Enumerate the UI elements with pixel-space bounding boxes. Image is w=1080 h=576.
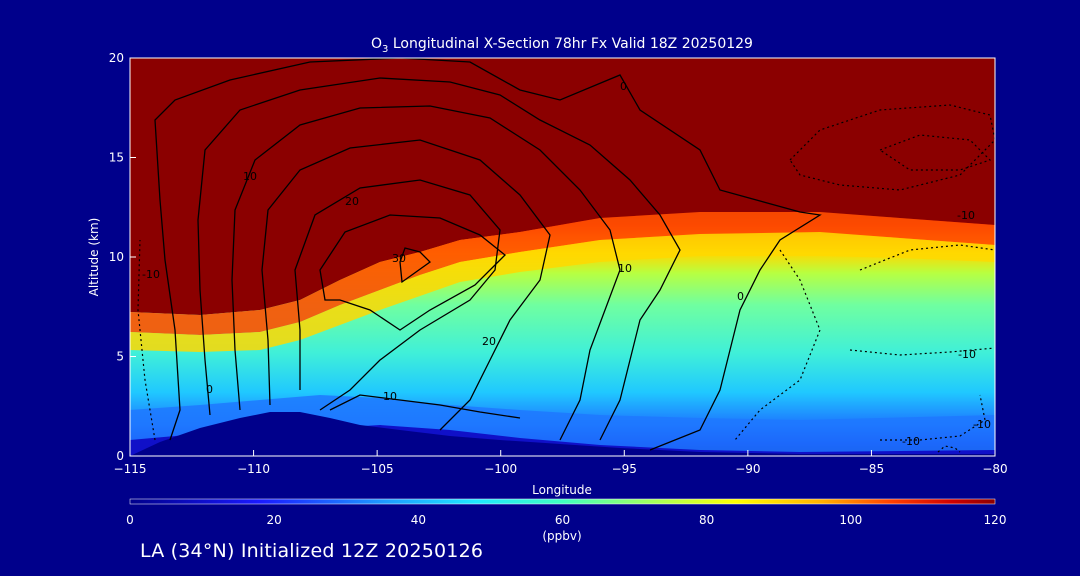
contour-label: 10 <box>618 262 632 275</box>
colorbar-tick-label: 120 <box>984 513 1007 527</box>
contour-labels: 0 10 20 30 10 20 10 0 0 -10 -10 -10 -10 … <box>142 80 991 448</box>
x-tick-label: −85 <box>859 462 884 476</box>
stratospheric-region <box>130 58 995 315</box>
y-tick-label: 20 <box>109 51 124 65</box>
x-tick-label: −110 <box>237 462 270 476</box>
x-tick-label: −100 <box>484 462 517 476</box>
colorbar <box>129 498 996 505</box>
y-tick-label: 0 <box>116 449 124 463</box>
contour-label: -10 <box>957 209 975 222</box>
colorbar-tick-label: 20 <box>267 513 282 527</box>
x-tick-label: −80 <box>982 462 1007 476</box>
contours-positive <box>154 58 822 451</box>
contour-label: -10 <box>973 418 991 431</box>
contours-negative <box>137 104 995 453</box>
contour-label: 20 <box>482 335 496 348</box>
x-axis-label: Longitude <box>532 483 592 497</box>
x-tick-label: −95 <box>612 462 637 476</box>
contour-label: 0 <box>206 383 213 396</box>
x-tick-label: −105 <box>361 462 394 476</box>
y-axis-label: Altitude (km) <box>87 218 101 297</box>
colorbar-tick-label: 0 <box>126 513 134 527</box>
colorbar-tick-label: 60 <box>555 513 570 527</box>
init-footer: LA (34°N) Initialized 12Z 20250126 <box>140 540 484 562</box>
colorbar-units: (ppbv) <box>542 529 581 543</box>
terrain <box>130 412 995 456</box>
plot-area: 0 10 20 30 10 20 10 0 0 -10 -10 -10 -10 … <box>130 58 995 456</box>
contour-label: -10 <box>902 435 920 448</box>
y-axis: 0 5 10 15 20 <box>109 51 136 463</box>
contour-label: -10 <box>142 268 160 281</box>
colorbar-tick-label: 100 <box>839 513 862 527</box>
contour-label: 20 <box>345 195 359 208</box>
x-axis: −115 −110 −105 −100 −95 −90 −85 −80 <box>114 450 1008 476</box>
contour-label: 10 <box>243 170 257 183</box>
colorbar-ticks: 0 20 40 60 80 100 120 <box>126 513 1006 527</box>
yellow-band <box>130 232 995 352</box>
colorbar-tick-label: 40 <box>411 513 426 527</box>
y-tick-label: 15 <box>109 151 124 165</box>
contour-label: 10 <box>383 390 397 403</box>
y-tick-label: 10 <box>109 250 124 264</box>
contour-label: 30 <box>392 252 406 265</box>
x-tick-label: −90 <box>735 462 760 476</box>
contour-label: -10 <box>958 348 976 361</box>
colorbar-tick-label: 80 <box>699 513 714 527</box>
contour-label: 0 <box>737 290 744 303</box>
y-tick-label: 5 <box>116 350 124 364</box>
x-tick-label: −115 <box>114 462 147 476</box>
chart-title: O3 Longitudinal X-Section 78hr Fx Valid … <box>371 36 753 55</box>
tropopause-band <box>130 212 995 335</box>
contour-label: 0 <box>620 80 627 93</box>
